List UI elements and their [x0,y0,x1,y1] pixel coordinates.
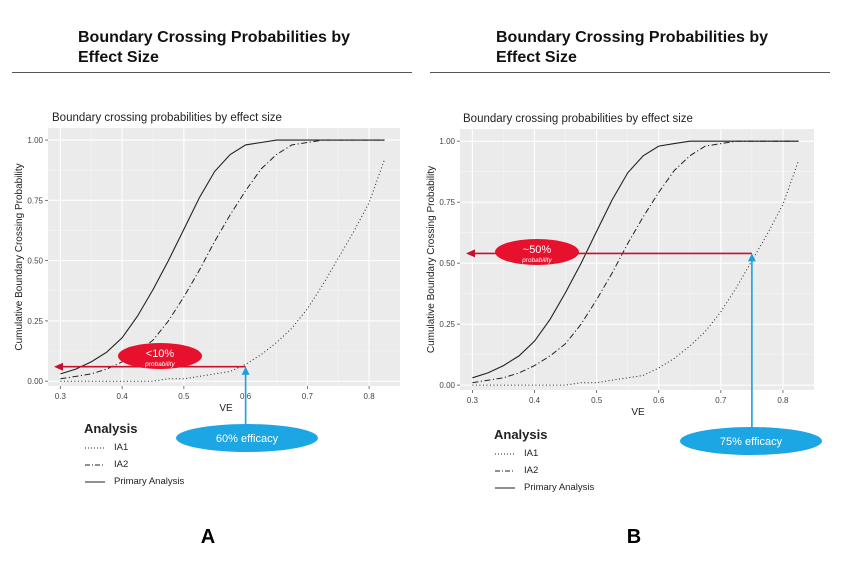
series-line-primary-analysis [60,139,385,375]
efficacy-callout [176,424,318,452]
series-line-ia1 [60,159,386,382]
panel-letter: A [200,526,216,548]
legend-b: Analysis IA1 IA2 Primary Analysis [494,427,594,496]
solid-line-key [495,487,515,488]
x-tick-label: 0.8 [364,392,376,401]
legend-item-ia2: IA2 [494,462,594,479]
red-arrowhead [54,362,63,371]
legend-a: Analysis IA1 IA2 Primary Analysis [84,421,184,490]
chart-title: Boundary crossing probabilities by effec… [52,112,282,124]
efficacy-callout [680,427,822,455]
probability-callout-sub: probability [144,361,175,368]
x-tick-label: 0.4 [529,396,541,405]
x-tick-label: 0.5 [178,392,190,401]
y-tick-label: 0.25 [27,317,43,326]
x-tick-label: 0.8 [777,396,789,405]
plot-background [48,128,400,386]
panel-a: Boundary Crossing Probabilities by Effec… [0,0,420,567]
chart-title: Boundary crossing probabilities by effec… [463,113,693,125]
probability-callout [495,239,579,265]
x-axis-label: VE [631,407,645,418]
y-tick-label: 0.00 [439,381,455,390]
dotted-line-key [85,447,105,448]
chart-a: Boundary crossing probabilities by effec… [14,112,400,452]
series-line-ia2 [472,140,799,384]
y-tick-label: 0.00 [27,377,43,386]
x-tick-label: 0.3 [55,392,67,401]
y-tick-label: 0.75 [27,196,43,205]
dashdot-line-key [495,470,515,471]
legend-item-ia1: IA1 [84,439,184,456]
legend-label: IA1 [114,442,129,453]
legend-title: Analysis [84,421,138,436]
y-tick-label: 1.00 [27,136,43,145]
chart-b: Boundary crossing probabilities by effec… [426,113,822,455]
panel-letter: B [626,526,642,548]
legend-label: IA2 [524,465,539,476]
blue-arrowhead [747,253,756,262]
x-axis-label: VE [219,403,233,414]
efficacy-callout-label: 75% efficacy [720,436,783,448]
y-axis-label: Cumulative Boundary Crossing Probability [426,166,437,353]
y-tick-label: 0.50 [27,257,43,266]
legend-label: IA2 [114,459,129,470]
dotted-line-key [495,453,515,454]
plot-group: Boundary crossing probabilities by effec… [426,113,822,455]
blue-arrowhead [241,366,250,375]
probability-callout-value: ~50% [523,244,552,256]
panel-b: Boundary Crossing Probabilities by Effec… [418,0,838,567]
heading-divider [12,72,412,73]
legend-item-primary: Primary Analysis [84,473,184,490]
panel-heading: Boundary Crossing Probabilities by Effec… [496,29,769,66]
legend-label: Primary Analysis [114,476,185,487]
heading-divider [430,72,830,73]
legend-label: Primary Analysis [524,482,595,493]
y-tick-label: 0.50 [439,259,455,268]
legend-item-ia2: IA2 [84,456,184,473]
y-axis-label: Cumulative Boundary Crossing Probability [14,163,25,350]
x-tick-label: 0.7 [302,392,314,401]
y-tick-label: 0.75 [439,198,455,207]
y-tick-label: 1.00 [439,137,455,146]
x-tick-label: 0.6 [653,396,665,405]
legend-item-primary: Primary Analysis [494,479,594,496]
efficacy-callout-label: 60% efficacy [216,433,279,445]
x-tick-label: 0.4 [117,392,129,401]
y-tick-label: 0.25 [439,320,455,329]
legend-label: IA1 [524,448,539,459]
series-line-primary-analysis [472,140,799,379]
x-tick-label: 0.3 [467,396,479,405]
x-tick-label: 0.7 [715,396,727,405]
red-arrowhead [466,249,475,258]
probability-callout [118,343,202,369]
probability-callout-sub: probability [521,257,552,264]
plot-group: Boundary crossing probabilities by effec… [14,112,400,452]
x-tick-label: 0.5 [591,396,603,405]
panel-heading: Boundary Crossing Probabilities by Effec… [78,29,351,66]
solid-line-key [85,481,105,482]
legend-title: Analysis [494,427,548,442]
probability-callout-value: <10% [146,348,175,360]
legend-item-ia1: IA1 [494,445,594,462]
dashdot-line-key [85,464,105,465]
